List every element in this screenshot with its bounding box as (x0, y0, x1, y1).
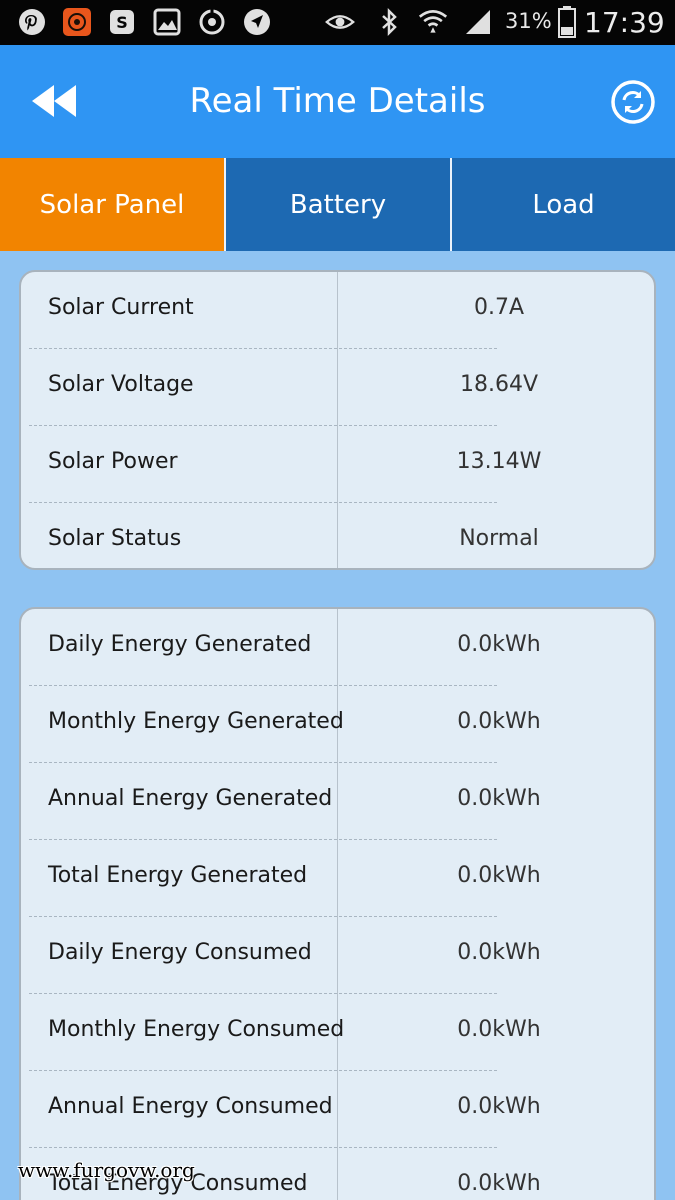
row-label: Annual Energy Generated (48, 786, 333, 811)
detail-row: Monthly Energy Consumed 0.0kWh (21, 994, 654, 1071)
row-label: Total Energy Consumed (48, 1171, 308, 1196)
refresh-icon[interactable] (610, 79, 656, 125)
row-label: Annual Energy Consumed (48, 1094, 333, 1119)
detail-row: Total Energy Consumed 0.0kWh (21, 1148, 654, 1200)
row-label: Total Energy Generated (48, 863, 308, 888)
rewind-back-icon[interactable] (28, 77, 84, 125)
row-value: 0.0kWh (457, 1017, 541, 1042)
row-label: Daily Energy Generated (48, 632, 312, 657)
app-header: Real Time Details (0, 45, 675, 158)
wifi-icon (418, 10, 448, 33)
row-value: 0.0kWh (457, 786, 541, 811)
row-value: 0.0kWh (457, 632, 541, 657)
watermark: www.furgovw.org (18, 1158, 195, 1182)
skype-icon: S (110, 10, 134, 34)
detail-row: Monthly Energy Generated 0.0kWh (21, 686, 654, 763)
row-label: Solar Voltage (48, 372, 194, 397)
app-badge-icon (63, 8, 91, 36)
sync-icon (199, 9, 225, 35)
tab-load[interactable]: Load (450, 158, 675, 251)
detail-row: Daily Energy Consumed 0.0kWh (21, 917, 654, 994)
row-value: 0.0kWh (457, 940, 541, 965)
clock: 17:39 (584, 6, 665, 39)
gallery-icon (153, 8, 181, 36)
battery-percent: 31% (505, 9, 552, 33)
row-label: Solar Status (48, 526, 182, 551)
battery-icon (558, 6, 576, 38)
signal-icon (466, 10, 490, 34)
row-value: 18.64V (459, 372, 539, 397)
row-value: 0.0kWh (457, 1171, 541, 1196)
column-divider (337, 609, 338, 1200)
solar-details-card: Solar Current 0.7A Solar Voltage 18.64V … (19, 270, 656, 570)
row-label: Solar Current (48, 295, 194, 320)
row-value: Normal (459, 526, 539, 551)
detail-row: Annual Energy Generated 0.0kWh (21, 763, 654, 840)
status-bar: S 31% 17:39 (0, 0, 675, 45)
row-value: 13.14W (456, 449, 542, 474)
detail-row: Solar Current 0.7A (21, 272, 654, 349)
page-title: Real Time Details (189, 81, 486, 121)
detail-row: Total Energy Generated 0.0kWh (21, 840, 654, 917)
row-label: Monthly Energy Consumed (48, 1017, 345, 1042)
tab-solar-panel[interactable]: Solar Panel (0, 158, 224, 251)
navigation-icon (244, 9, 270, 35)
bluetooth-icon (382, 7, 397, 37)
detail-row: Solar Status Normal (21, 503, 654, 568)
detail-row: Daily Energy Generated 0.0kWh (21, 609, 654, 686)
energy-details-card: Daily Energy Generated 0.0kWh Monthly En… (19, 607, 656, 1200)
row-value: 0.0kWh (457, 1094, 541, 1119)
row-label: Monthly Energy Generated (48, 709, 344, 734)
detail-row: Solar Power 13.14W (21, 426, 654, 503)
detail-row: Solar Voltage 18.64V (21, 349, 654, 426)
eye-icon (325, 15, 355, 29)
row-value: 0.0kWh (457, 863, 541, 888)
detail-row: Annual Energy Consumed 0.0kWh (21, 1071, 654, 1148)
tab-battery[interactable]: Battery (224, 158, 450, 251)
row-label: Solar Power (48, 449, 178, 474)
row-value: 0.7A (473, 295, 525, 320)
column-divider (337, 272, 338, 568)
row-label: Daily Energy Consumed (48, 940, 312, 965)
tab-bar: Solar Panel Battery Load (0, 158, 675, 251)
row-value: 0.0kWh (457, 709, 541, 734)
pinterest-icon (19, 9, 45, 35)
svg-text:S: S (116, 13, 128, 32)
